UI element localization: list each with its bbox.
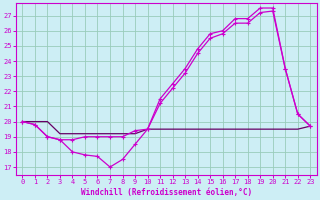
X-axis label: Windchill (Refroidissement éolien,°C): Windchill (Refroidissement éolien,°C): [81, 188, 252, 197]
